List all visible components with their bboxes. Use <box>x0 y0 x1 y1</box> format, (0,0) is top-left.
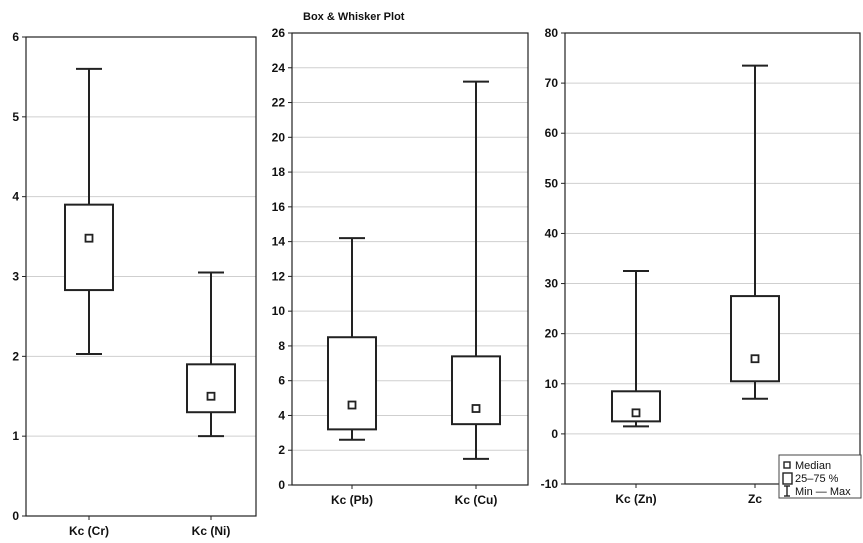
y-tick-label: 14 <box>272 235 286 249</box>
legend-label: Median <box>795 460 831 472</box>
y-tick-label: 50 <box>545 176 559 190</box>
x-category-label: Kc (Cu) <box>455 493 498 507</box>
y-tick-label: 24 <box>272 61 286 75</box>
y-tick-label: 0 <box>12 509 19 523</box>
iqr-box <box>327 336 377 431</box>
y-tick-label: 20 <box>272 130 286 144</box>
x-category-label: Kc (Cr) <box>69 524 109 538</box>
chart-panel-3: -10 0 10 20 30 40 50 60 70 80 Kc (Zn) Zc <box>541 26 861 506</box>
iqr-box <box>730 295 780 383</box>
y-tick-label: 30 <box>545 277 559 291</box>
whisker-icon <box>784 485 790 497</box>
y-tick-label: 6 <box>278 374 285 388</box>
box-kc-ni: Kc (Ni) <box>186 271 236 538</box>
y-tick-label: 5 <box>12 110 19 124</box>
y-tick-label: 2 <box>12 349 19 363</box>
y-tick-label: 26 <box>272 26 286 40</box>
y-tick-label: 0 <box>278 478 285 492</box>
iqr-box <box>451 355 501 426</box>
iqr-box <box>186 363 236 414</box>
y-tick-label: 4 <box>278 408 285 422</box>
median-marker <box>206 391 216 401</box>
median-marker <box>347 400 357 410</box>
median-marker <box>84 233 94 243</box>
x-category-label: Kc (Pb) <box>331 493 373 507</box>
median-marker <box>750 354 760 364</box>
y-tick-label: -10 <box>541 477 559 491</box>
box-kc-pb: Kc (Pb) <box>327 237 377 507</box>
iqr-box <box>64 203 114 292</box>
y-tick-label: 1 <box>12 429 19 443</box>
x-category-label: Kc (Zn) <box>615 492 656 506</box>
box-zc: Zc <box>730 64 780 506</box>
chart-panel-1: 0 1 2 3 4 5 6 Kc (Cr) Kc (Ni) <box>12 30 257 538</box>
y-tick-label: 10 <box>545 377 559 391</box>
y-tick-label: 6 <box>12 30 19 44</box>
median-marker-shape <box>783 461 791 469</box>
y-tick-label: 22 <box>272 96 286 110</box>
x-category-label: Zc <box>748 492 762 506</box>
box-shape <box>782 472 793 485</box>
median-marker <box>471 404 481 413</box>
y-tick-label: 8 <box>278 339 285 353</box>
box-kc-cr: Kc (Cr) <box>64 67 114 538</box>
plot-frame <box>25 36 257 517</box>
y-tick-label: 2 <box>278 443 285 457</box>
median-marker-icon <box>783 461 791 469</box>
plot-frame <box>291 32 529 486</box>
y-tick-label: 0 <box>551 427 558 441</box>
y-tick-label: 10 <box>272 304 286 318</box>
box-icon <box>782 472 793 485</box>
y-tick-label: 3 <box>12 270 19 284</box>
y-tick-label: 40 <box>545 226 559 240</box>
x-category-label: Kc (Ni) <box>192 524 231 538</box>
plot-frame <box>564 32 861 485</box>
figure-title: Box & Whisker Plot <box>303 11 405 23</box>
box-kc-cu: Kc (Cu) <box>451 80 501 507</box>
legend-label: Min — Max <box>795 486 851 498</box>
y-tick-label: 80 <box>545 26 559 40</box>
y-tick-label: 16 <box>272 200 286 214</box>
y-tick-label: 70 <box>545 76 559 90</box>
y-tick-label: 18 <box>272 165 286 179</box>
y-tick-label: 20 <box>545 327 559 341</box>
y-tick-label: 12 <box>272 269 286 283</box>
legend-label: 25–75 % <box>795 473 839 485</box>
box-kc-zn: Kc (Zn) <box>611 270 661 506</box>
median-marker <box>631 408 641 418</box>
y-tick-label: 60 <box>545 126 559 140</box>
y-tick-label: 4 <box>12 190 19 204</box>
